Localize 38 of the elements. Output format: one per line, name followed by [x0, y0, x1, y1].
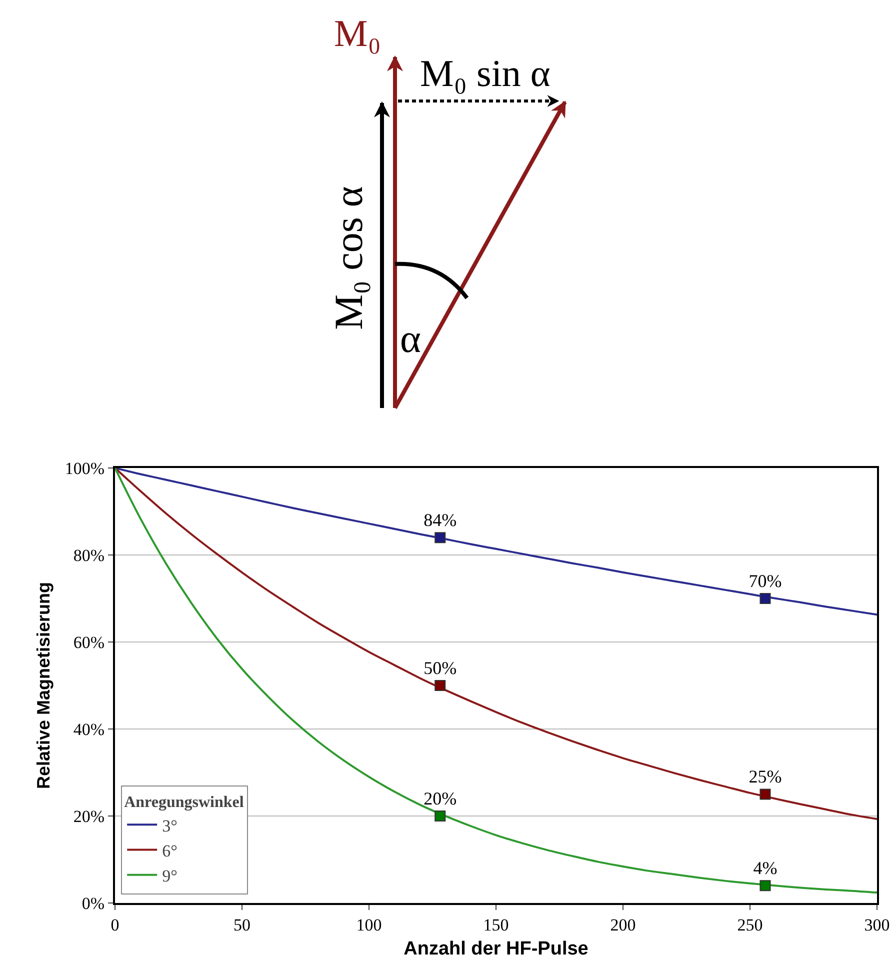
data-label: 25% [748, 766, 782, 786]
legend-label: 6° [162, 841, 178, 860]
x-tick-label: 100 [356, 915, 382, 934]
y-tick-label: 80% [73, 546, 105, 565]
text: M₀ cos α [326, 186, 371, 330]
y-axis-title: Relative Magnetisierung [34, 582, 54, 790]
text: M₀ [334, 13, 382, 55]
data-label: 20% [424, 788, 457, 808]
y-tick-label: 20% [73, 806, 105, 826]
data-label: 84% [424, 510, 457, 530]
data-label: 70% [748, 570, 782, 591]
legend-label: 9° [162, 866, 178, 886]
point [434, 680, 446, 691]
text: M₀ sin α [420, 53, 550, 95]
line-series [115, 468, 877, 894]
x-tick-label: 200 [610, 915, 636, 934]
point [760, 788, 771, 800]
line-series [115, 468, 877, 820]
text: α [400, 316, 421, 361]
x-tick-label: 150 [483, 915, 509, 934]
x-axis-title: Anzahl der HF-Pulse [404, 938, 588, 960]
legend-title: Anregungswinkel [124, 794, 244, 812]
point [760, 593, 771, 604]
line-series [115, 468, 877, 616]
x-tick-label: 50 [234, 915, 250, 934]
point [760, 880, 771, 892]
data-label: 50% [424, 658, 457, 678]
point [434, 810, 446, 822]
x-tick-label: 300 [864, 915, 890, 934]
y-tick-label: 40% [73, 720, 105, 739]
x-tick-label: 0 [110, 915, 120, 934]
y-tick-label: 100% [64, 458, 105, 478]
data-label: 4% [753, 858, 778, 878]
x-tick-label: 250 [737, 915, 763, 934]
y-tick-label: 60% [73, 632, 105, 652]
y-tick-label: 0% [82, 894, 105, 913]
legend-label: 3° [162, 816, 178, 836]
point [434, 532, 446, 544]
